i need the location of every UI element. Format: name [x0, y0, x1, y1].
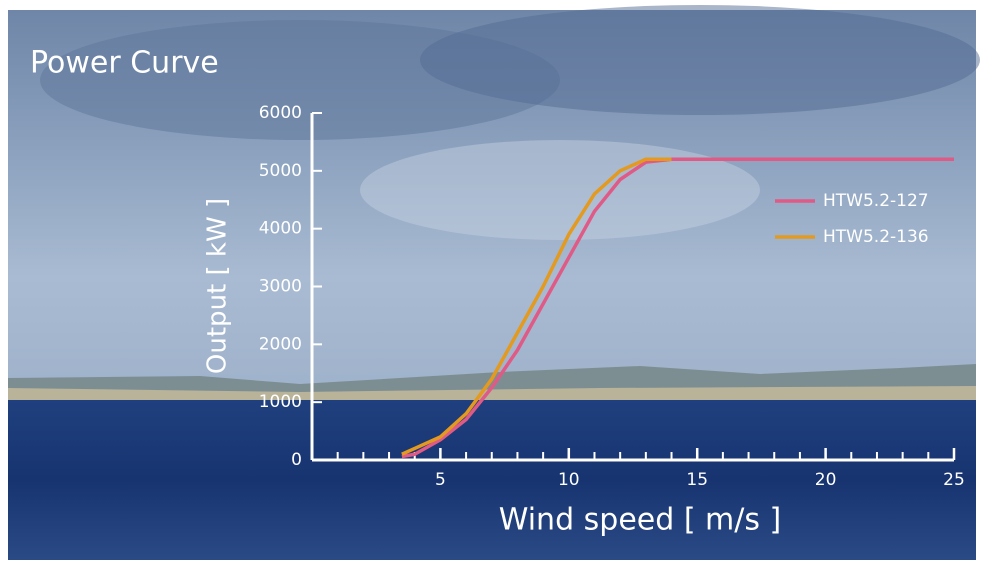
y-tick-label: 6000 [259, 103, 302, 123]
y-tick-label: 4000 [259, 219, 302, 239]
series-line [401, 157, 954, 459]
y-tick-label: 2000 [259, 334, 302, 354]
x-axis-label: Wind speed [ m/s ] [499, 503, 782, 538]
legend-label: HTW5.2-136 [823, 227, 929, 247]
cloud [420, 5, 980, 115]
y-tick-label: 0 [291, 450, 302, 470]
x-tick-label: 5 [435, 470, 446, 490]
series-line [401, 157, 672, 456]
y-tick-label: 1000 [259, 392, 302, 412]
y-tick-label: 5000 [259, 161, 302, 181]
y-tick-label: 3000 [259, 277, 302, 297]
shore [8, 386, 976, 402]
y-axis-label: Output [ kW ] [203, 198, 233, 374]
x-tick-label: 20 [815, 470, 837, 490]
chart-title: Power Curve [30, 46, 219, 81]
x-tick-label: 10 [558, 470, 580, 490]
cloud [360, 140, 760, 240]
sea [8, 400, 976, 560]
x-tick-label: 25 [943, 470, 965, 490]
legend-label: HTW5.2-127 [823, 191, 929, 211]
x-tick-label: 15 [686, 470, 708, 490]
